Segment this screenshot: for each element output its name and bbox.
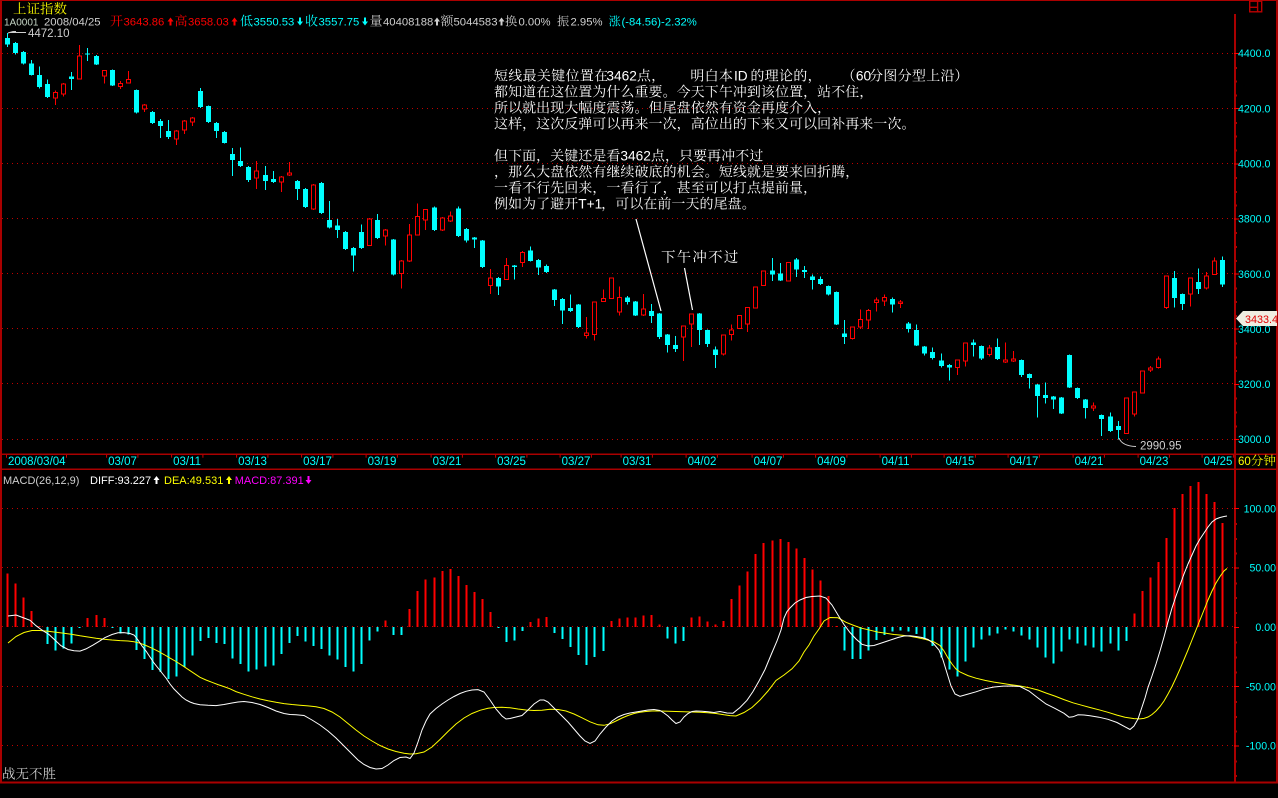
svg-text:3462: 3462 <box>606 69 636 84</box>
svg-text:60: 60 <box>856 69 872 84</box>
svg-text:3462: 3462 <box>620 149 650 164</box>
svg-text:04/07: 04/07 <box>754 456 783 468</box>
svg-text:-50.00: -50.00 <box>1246 681 1276 693</box>
svg-text:04/15: 04/15 <box>946 456 975 468</box>
svg-text:03/31: 03/31 <box>623 456 652 468</box>
svg-text:4000.0: 4000.0 <box>1238 159 1271 171</box>
svg-text:-100.0: -100.0 <box>1246 741 1276 753</box>
svg-text:MACD:87.391: MACD:87.391 <box>235 475 304 487</box>
svg-text:3600.0: 3600.0 <box>1238 269 1271 281</box>
svg-text:3557.75: 3557.75 <box>319 17 360 29</box>
svg-text:5044583: 5044583 <box>454 17 498 29</box>
svg-text:3200.0: 3200.0 <box>1238 379 1271 391</box>
svg-text:60: 60 <box>1238 456 1251 468</box>
svg-text:100.00: 100.00 <box>1244 503 1277 515</box>
svg-text:4472.10: 4472.10 <box>28 28 70 40</box>
svg-text:ID: ID <box>734 69 748 84</box>
svg-text:4200.0: 4200.0 <box>1238 103 1271 115</box>
svg-text:04/25: 04/25 <box>1204 456 1233 468</box>
svg-text:03/11: 03/11 <box>173 456 201 468</box>
svg-text:2.95%: 2.95% <box>571 17 603 29</box>
svg-text:3400.0: 3400.0 <box>1238 324 1271 336</box>
svg-text:3643.86: 3643.86 <box>124 17 165 29</box>
svg-text:03/07: 03/07 <box>108 456 137 468</box>
svg-text:3000.0: 3000.0 <box>1238 434 1271 446</box>
svg-text:3433.4: 3433.4 <box>1245 314 1278 326</box>
svg-text:3658.03: 3658.03 <box>188 17 229 29</box>
svg-text:2008/03/04: 2008/03/04 <box>8 456 66 468</box>
svg-text:(-84.56)-2.32%: (-84.56)-2.32% <box>622 17 697 29</box>
svg-text:3550.53: 3550.53 <box>254 17 295 29</box>
svg-text:0.00%: 0.00% <box>519 17 551 29</box>
svg-text:04/09: 04/09 <box>817 456 846 468</box>
svg-text:03/27: 03/27 <box>562 456 591 468</box>
svg-text:03/17: 03/17 <box>303 456 332 468</box>
svg-text:04/17: 04/17 <box>1010 456 1039 468</box>
svg-text:1A0001: 1A0001 <box>4 18 39 29</box>
svg-text:2008/04/25: 2008/04/25 <box>44 17 101 29</box>
svg-text:DEA:49.531: DEA:49.531 <box>164 475 223 487</box>
svg-text:DIFF:93.227: DIFF:93.227 <box>90 475 151 487</box>
svg-text:2990.95: 2990.95 <box>1140 441 1182 453</box>
svg-text:03/21: 03/21 <box>433 456 462 468</box>
svg-text:3800.0: 3800.0 <box>1238 214 1271 226</box>
svg-text:03/25: 03/25 <box>497 456 526 468</box>
svg-text:40408188: 40408188 <box>383 17 433 29</box>
svg-text:50.00: 50.00 <box>1250 563 1277 575</box>
svg-text:4400.0: 4400.0 <box>1238 48 1271 60</box>
svg-text:04/21: 04/21 <box>1075 456 1104 468</box>
svg-text:0.00: 0.00 <box>1255 622 1276 634</box>
svg-text:MACD(26,12,9): MACD(26,12,9) <box>3 475 79 487</box>
svg-text:04/02: 04/02 <box>688 456 717 468</box>
svg-text:03/19: 03/19 <box>368 456 397 468</box>
svg-text:03/13: 03/13 <box>238 456 267 468</box>
svg-text:T+1: T+1 <box>578 197 602 212</box>
svg-text:04/23: 04/23 <box>1140 456 1169 468</box>
svg-text:04/11: 04/11 <box>882 456 910 468</box>
